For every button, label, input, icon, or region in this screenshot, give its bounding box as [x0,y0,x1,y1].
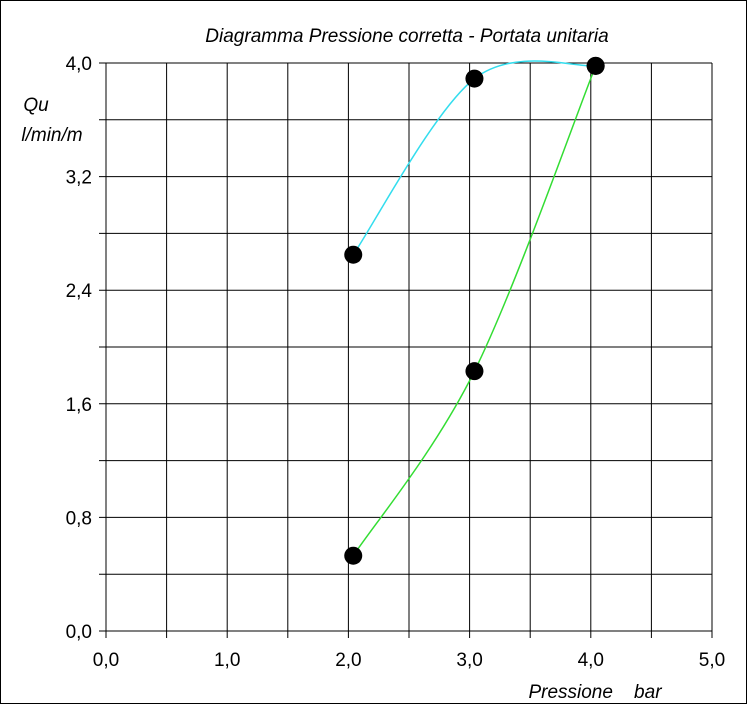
data-point-series-2 [586,56,605,75]
data-point-series-1 [465,69,484,88]
y-tick-label: 3,2 [66,168,92,189]
chart-title: Diagramma Pressione corretta - Portata u… [205,26,608,47]
y-axis-label-line2: l/min/m [21,125,82,146]
x-tick-label: 3,0 [456,650,482,671]
y-tick-label: 4,0 [66,54,92,75]
y-axis-label-line1: Qu [23,95,49,116]
y-tick-label: 2,4 [66,281,93,302]
data-point-series-2 [465,362,484,381]
series-line-2 [352,65,597,557]
series-lines [352,60,597,557]
grid [99,62,713,638]
x-tick-label: 2,0 [335,650,361,671]
data-point-series-1 [344,245,363,264]
y-tick-label: 1,6 [66,395,92,416]
tick-labels: 0,0 1,0 2,0 3,0 4,0 5,0 0,0 0,8 1,6 2,4 3,2 4,0 [66,54,726,671]
series-line-1 [352,60,596,256]
x-tick-label: 5,0 [699,650,725,671]
y-tick-label: 0,8 [66,508,92,529]
x-tick-label: 4,0 [578,650,604,671]
y-tick-label: 0,0 [66,622,92,643]
data-point-series-2 [344,546,363,565]
x-axis-label: Pressione bar [528,682,662,703]
x-tick-label: 0,0 [93,650,119,671]
x-tick-label: 1,0 [214,650,240,671]
data-points [344,56,605,565]
